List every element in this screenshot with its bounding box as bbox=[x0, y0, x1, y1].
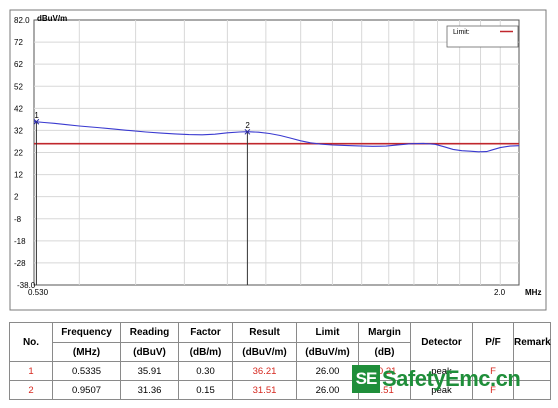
cell-result: 31.51 bbox=[232, 380, 297, 400]
header-remark: Remark bbox=[513, 322, 551, 362]
y-tick-label: 82.0 bbox=[14, 16, 30, 25]
y-tick-label: 2 bbox=[14, 193, 19, 202]
cell-limit: 26.00 bbox=[296, 380, 359, 400]
y-axis-ticks: 82.0 72 62 52 42 32 22 12 2 -8 -18 -28 -38.0 bbox=[14, 16, 36, 290]
header-pf: P/F bbox=[472, 322, 514, 362]
cell-result: 36.21 bbox=[232, 361, 297, 381]
cell-limit: 26.00 bbox=[296, 361, 359, 381]
x-axis-unit: MHz bbox=[525, 288, 541, 297]
unit-result: (dBuV/m) bbox=[232, 342, 297, 362]
table-row: 1 0.5335 35.91 0.30 36.21 26.00 10.21 pe… bbox=[9, 361, 551, 381]
header-result: Result bbox=[232, 322, 297, 343]
y-tick-label: -28 bbox=[14, 259, 26, 268]
x-tick-label-end: 2.0 bbox=[494, 288, 506, 297]
legend: Limit: bbox=[446, 25, 519, 48]
watermark: SE SafetyEmc.cn bbox=[352, 364, 521, 394]
y-tick-label: 42 bbox=[14, 104, 23, 113]
unit-reading: (dBuV) bbox=[120, 342, 179, 362]
grid bbox=[34, 20, 519, 285]
table-unit-row: (MHz) (dBuV) (dB/m) (dBuV/m) (dBuV/m) (d… bbox=[10, 342, 551, 362]
header-no: No. bbox=[9, 322, 53, 362]
y-tick-label: -8 bbox=[14, 215, 22, 224]
y-tick-label: 32 bbox=[14, 126, 23, 135]
markers: 12 bbox=[33, 111, 251, 285]
marker-label: 1 bbox=[34, 111, 39, 120]
cell-no: 2 bbox=[9, 380, 53, 400]
series-line bbox=[33, 121, 520, 153]
header-limit: Limit bbox=[296, 322, 359, 343]
cell-frequency: 0.5335 bbox=[52, 361, 121, 381]
marker-cross bbox=[244, 128, 251, 135]
y-tick-label: 52 bbox=[14, 82, 23, 91]
cell-remark bbox=[513, 380, 551, 400]
y-tick-label: 62 bbox=[14, 60, 23, 69]
table-row: 2 0.9507 31.36 0.15 31.51 26.00 5.51 pea… bbox=[9, 380, 551, 400]
y-tick-label: 72 bbox=[14, 38, 23, 47]
series-group bbox=[33, 121, 520, 153]
header-margin: Margin bbox=[358, 322, 411, 343]
cell-no: 1 bbox=[9, 361, 53, 381]
header-reading: Reading bbox=[120, 322, 179, 343]
y-tick-label: -38.0 bbox=[17, 281, 36, 290]
cell-detector: peak bbox=[410, 380, 473, 400]
marker-cross bbox=[33, 118, 40, 125]
y-tick-label: 12 bbox=[14, 171, 23, 180]
cell-frequency: 0.9507 bbox=[52, 380, 121, 400]
marker-label: 2 bbox=[245, 121, 250, 130]
unit-frequency: (MHz) bbox=[52, 342, 121, 362]
table-header-row: No. Frequency Reading Factor Result Limi… bbox=[9, 322, 551, 362]
cell-factor: 0.30 bbox=[178, 361, 233, 381]
legend-label: Limit: bbox=[453, 29, 470, 36]
x-tick-label-start: 0.530 bbox=[28, 288, 49, 297]
cell-factor: 0.15 bbox=[178, 380, 233, 400]
y-tick-label: 22 bbox=[14, 149, 23, 158]
watermark-text: SafetyEmc.cn bbox=[382, 366, 521, 391]
header-factor: Factor bbox=[178, 322, 233, 343]
y-tick-label: -18 bbox=[14, 237, 26, 246]
cell-reading: 31.36 bbox=[120, 380, 179, 400]
unit-factor: (dB/m) bbox=[178, 342, 233, 362]
cell-reading: 35.91 bbox=[120, 361, 179, 381]
unit-margin: (dB) bbox=[358, 342, 411, 362]
cell-pf: F bbox=[472, 380, 514, 400]
unit-limit: (dBuV/m) bbox=[296, 342, 359, 362]
header-frequency: Frequency bbox=[52, 322, 121, 343]
results-table: No. Frequency Reading Factor Result Limi… bbox=[9, 322, 551, 400]
watermark-logo-icon: SE bbox=[352, 365, 380, 393]
header-detector: Detector bbox=[410, 322, 473, 362]
y-axis-unit: dBuV/m bbox=[37, 14, 67, 23]
